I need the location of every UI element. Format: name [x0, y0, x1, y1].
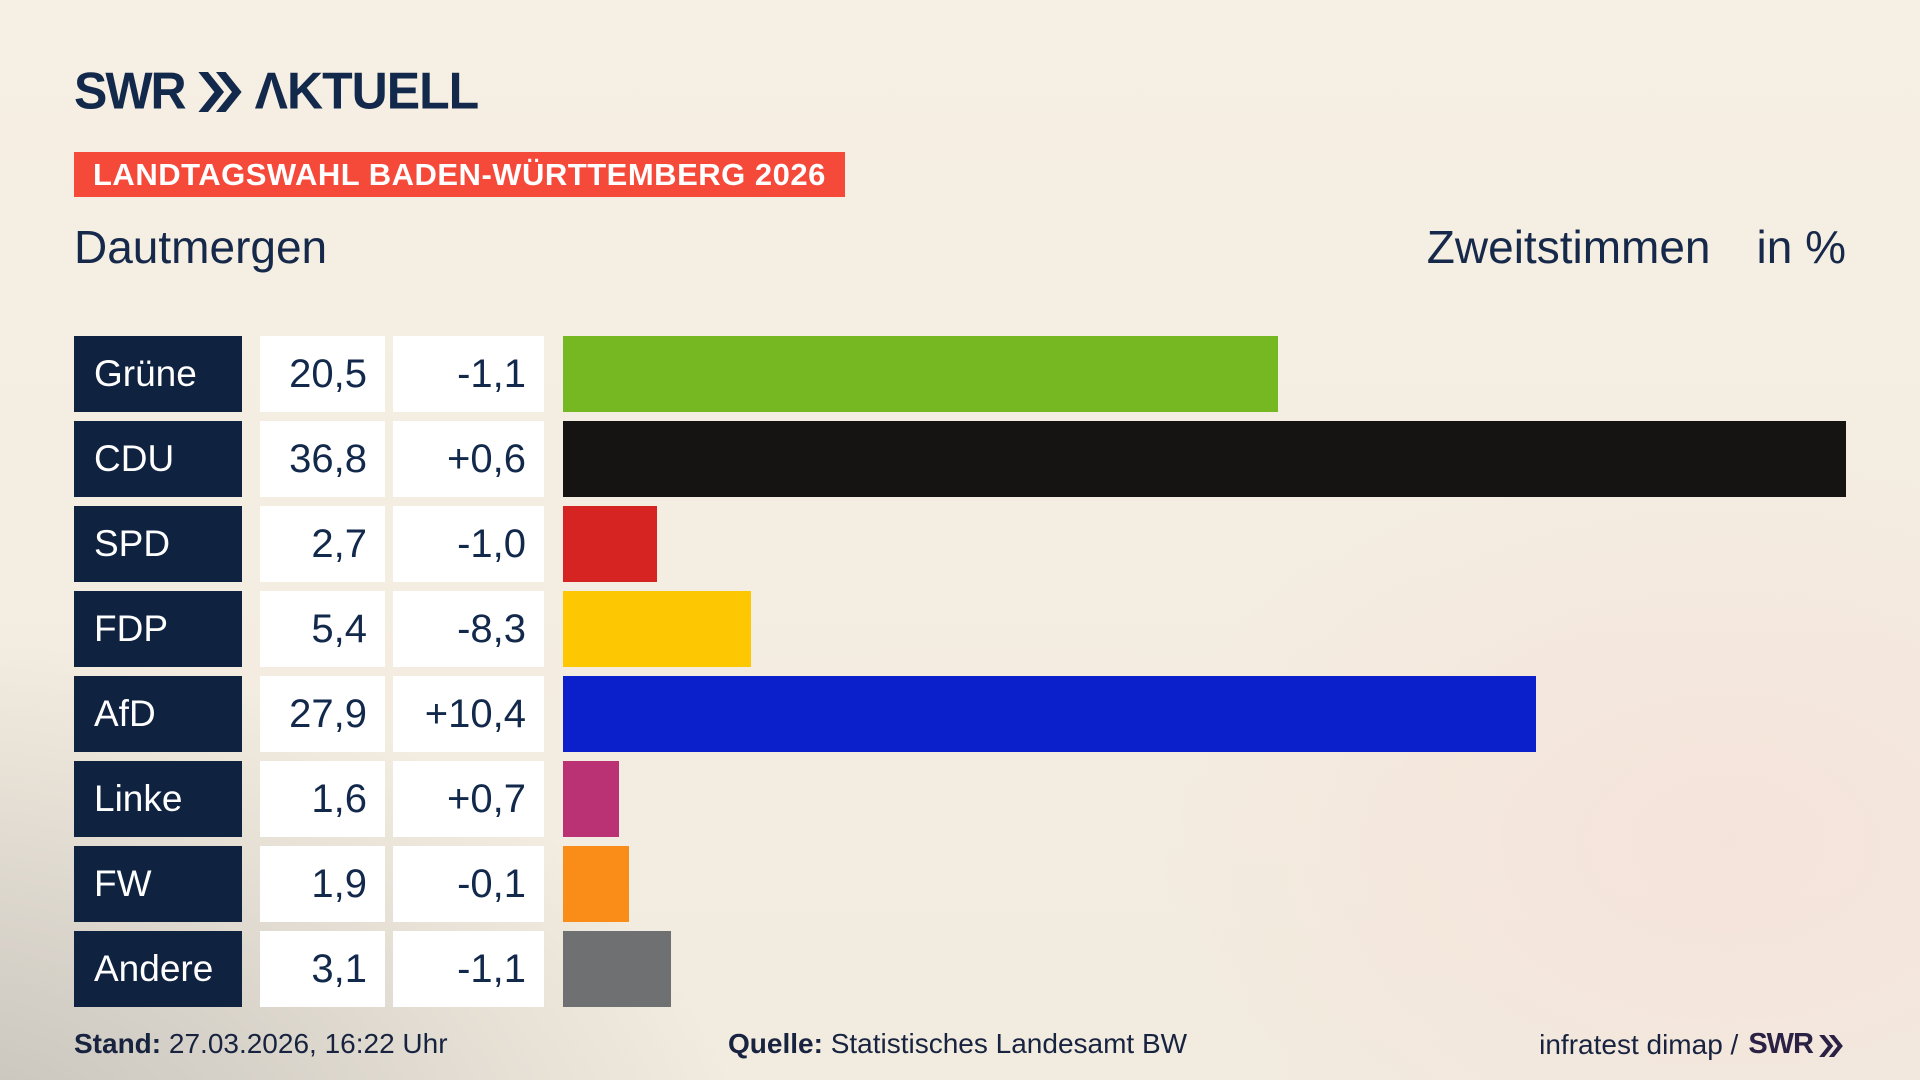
party-value-cell: 36,8 — [260, 421, 385, 497]
bar-track — [563, 591, 1846, 667]
party-bar — [563, 931, 672, 1007]
party-bar — [563, 676, 1536, 752]
party-bar — [563, 761, 619, 837]
source-info: Quelle: Statistisches Landesamt BW — [728, 1028, 1187, 1060]
party-name-cell: AfD — [74, 676, 242, 752]
party-bar — [563, 336, 1278, 412]
party-change-cell: -1,1 — [393, 336, 544, 412]
party-name-cell: FW — [74, 846, 242, 922]
swr-chevrons-icon — [198, 72, 242, 112]
swr-footer-logo: SWR — [1748, 1028, 1846, 1061]
source-value: Statistisches Landesamt BW — [830, 1028, 1188, 1059]
party-row: FDP 5,4 -8,3 — [74, 591, 1846, 667]
bar-track — [563, 506, 1846, 582]
party-value-cell: 3,1 — [260, 931, 385, 1007]
chart-header: Dautmergen Zweitstimmen in % — [74, 220, 1846, 274]
stand-info: Stand: 27.03.2026, 16:22 Uhr — [74, 1028, 448, 1060]
party-name-cell: Andere — [74, 931, 242, 1007]
party-name-cell: Grüne — [74, 336, 242, 412]
municipality-title: Dautmergen — [74, 221, 328, 273]
stand-value: 27.03.2026, 16:22 Uhr — [168, 1028, 448, 1059]
party-name-cell: Linke — [74, 761, 242, 837]
party-row: FW 1,9 -0,1 — [74, 846, 1846, 922]
bar-track — [563, 336, 1846, 412]
bar-track — [563, 761, 1846, 837]
election-banner: LANDTAGSWAHL BADEN-WÜRTTEMBERG 2026 — [74, 152, 845, 197]
swr-footer-chevrons-icon — [1819, 1034, 1843, 1057]
bar-track — [563, 421, 1846, 497]
party-name-cell: SPD — [74, 506, 242, 582]
swr-logo-text: SWR — [74, 61, 187, 121]
bar-track — [563, 931, 1846, 1007]
party-row: CDU 36,8 +0,6 — [74, 421, 1846, 497]
party-change-cell: -0,1 — [393, 846, 544, 922]
party-row: AfD 27,9 +10,4 — [74, 676, 1846, 752]
party-value-cell: 5,4 — [260, 591, 385, 667]
party-bar — [563, 506, 658, 582]
source-label: Quelle: — [728, 1028, 823, 1059]
party-value-cell: 27,9 — [260, 676, 385, 752]
credit-info: infratest dimap / SWR — [1539, 1028, 1846, 1061]
party-row: Grüne 20,5 -1,1 — [74, 336, 1846, 412]
party-change-cell: -1,0 — [393, 506, 544, 582]
swr-footer-logo-text: SWR — [1748, 1028, 1814, 1060]
stand-label: Stand: — [74, 1028, 162, 1059]
party-bar — [563, 421, 1846, 497]
bar-track — [563, 846, 1846, 922]
party-change-cell: -1,1 — [393, 931, 544, 1007]
party-value-cell: 1,9 — [260, 846, 385, 922]
party-change-cell: +10,4 — [393, 676, 544, 752]
measure-label: Zweitstimmen — [1426, 221, 1711, 273]
aktuell-logo-text: ΛKTUELL — [254, 61, 480, 121]
party-change-cell: +0,7 — [393, 761, 544, 837]
bar-track — [563, 676, 1846, 752]
credit-text: infratest dimap / — [1539, 1028, 1739, 1060]
party-value-cell: 1,6 — [260, 761, 385, 837]
party-bar — [563, 591, 752, 667]
footer: Stand: 27.03.2026, 16:22 Uhr Quelle: Sta… — [74, 1028, 1846, 1068]
party-row: Andere 3,1 -1,1 — [74, 931, 1846, 1007]
party-bar — [563, 846, 630, 922]
measure-title: Zweitstimmen in % — [1427, 220, 1846, 274]
party-change-cell: -8,3 — [393, 591, 544, 667]
swr-aktuell-logo: SWR ΛKTUELL — [74, 61, 480, 121]
results-table: Grüne 20,5 -1,1 CDU 36,8 +0,6 SPD 2,7 -1… — [74, 336, 1846, 1016]
party-value-cell: 20,5 — [260, 336, 385, 412]
party-row: SPD 2,7 -1,0 — [74, 506, 1846, 582]
party-change-cell: +0,6 — [393, 421, 544, 497]
measure-unit: in % — [1756, 221, 1846, 273]
party-row: Linke 1,6 +0,7 — [74, 761, 1846, 837]
party-name-cell: FDP — [74, 591, 242, 667]
party-name-cell: CDU — [74, 421, 242, 497]
party-value-cell: 2,7 — [260, 506, 385, 582]
